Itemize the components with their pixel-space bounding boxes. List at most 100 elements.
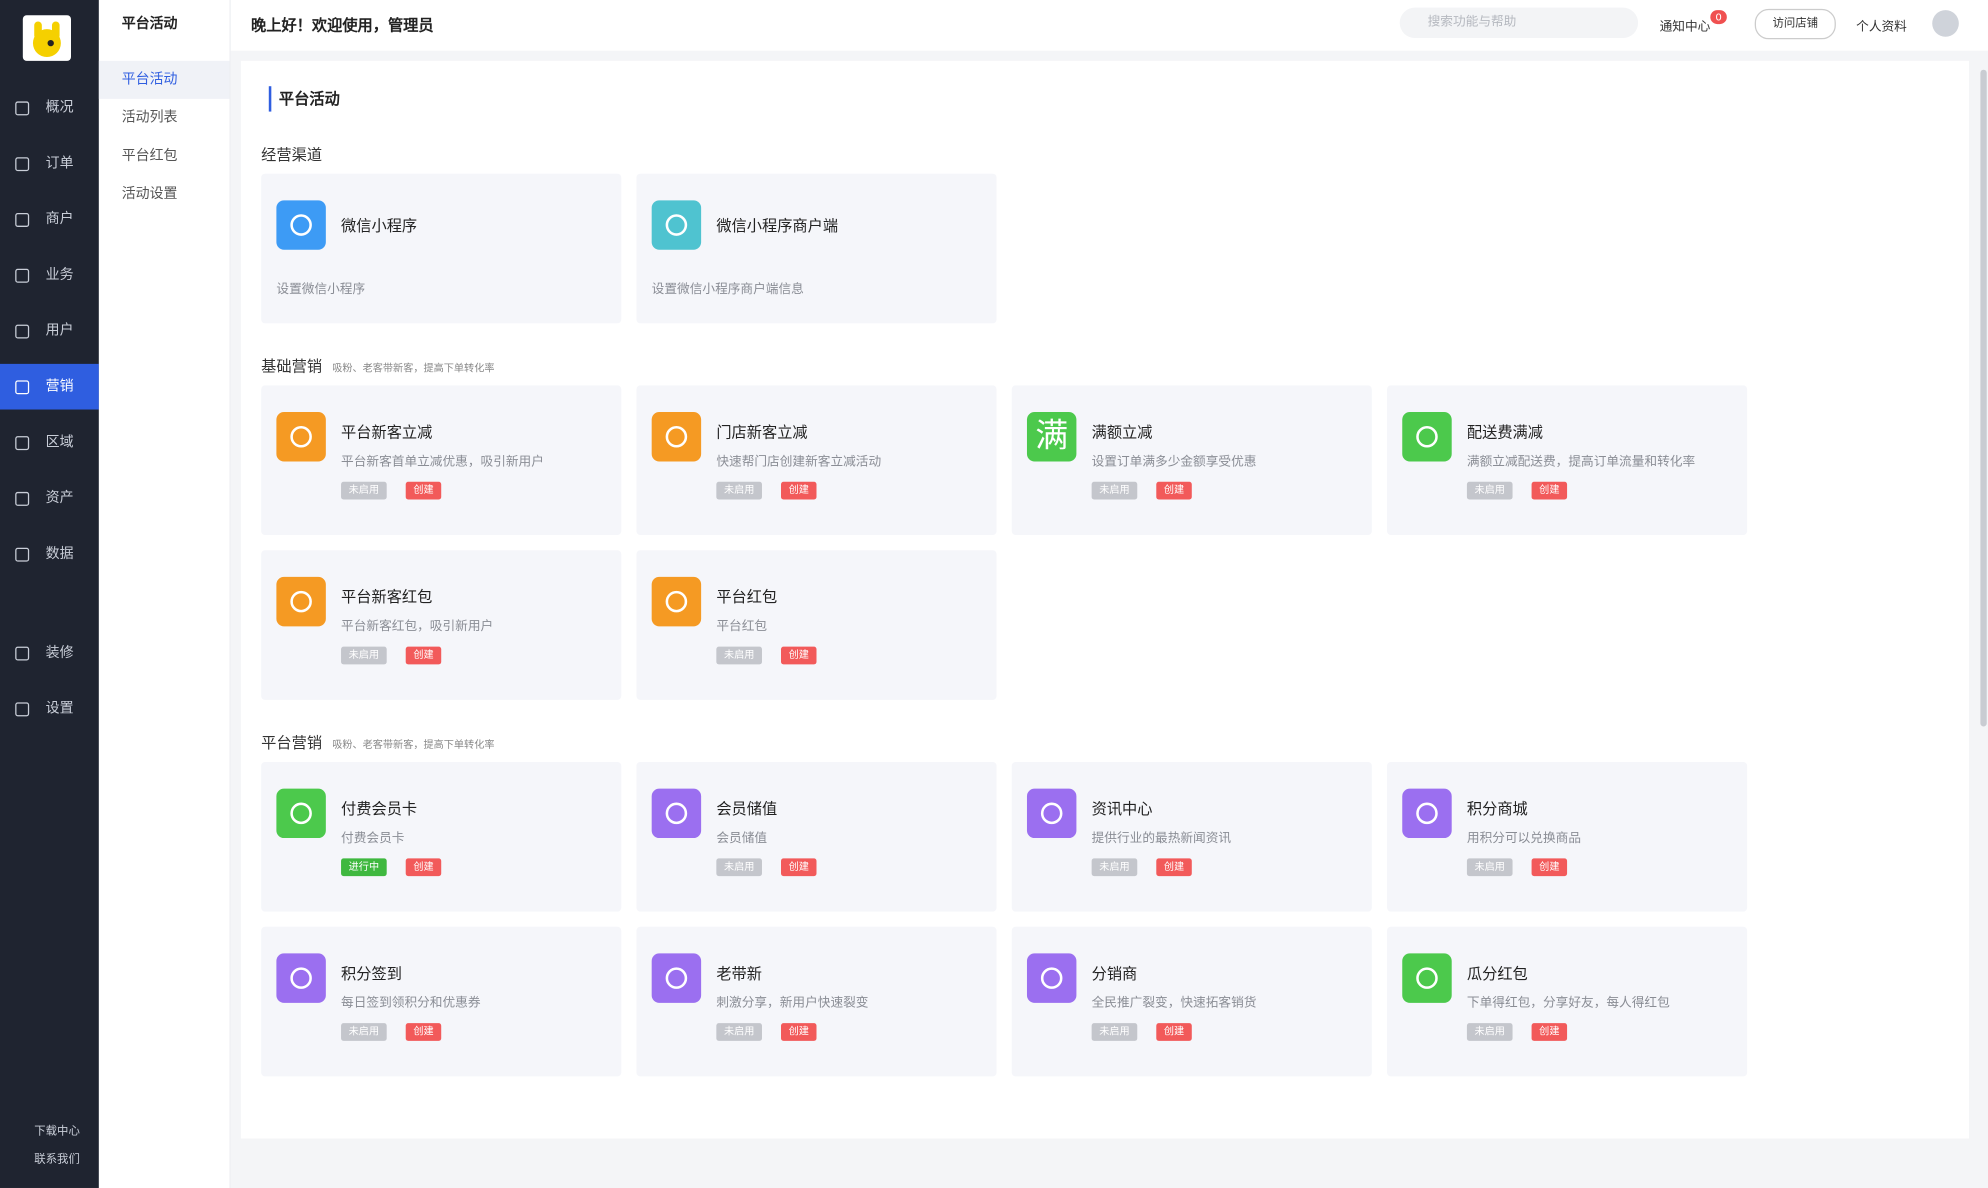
feature-card[interactable]: 平台新客立减 平台新客首单立减优惠，吸引新用户 未启用 创建 <box>261 385 622 536</box>
create-button[interactable]: 创建 <box>405 1023 442 1041</box>
nav-item[interactable]: 数据 <box>0 531 99 577</box>
status-tag: 未启用 <box>716 858 762 877</box>
content: 平台活动经营渠道微信小程序 设置微信小程序 微信小程序商户端 设置微信小程序商户端信息… <box>240 60 1969 1139</box>
feature-card[interactable]: 平台红包 平台红包 未启用 创建 <box>636 550 997 700</box>
profile-link[interactable]: 个人资料 <box>1856 20 1907 35</box>
status-tag: 未启用 <box>1091 858 1138 877</box>
sub-nav-item[interactable]: 活动列表 <box>121 109 178 126</box>
create-button[interactable]: 创建 <box>1531 1023 1568 1041</box>
card-icon <box>1026 788 1077 839</box>
section-title-text: 经营渠道 <box>261 145 323 164</box>
feature-card[interactable]: 积分商城 用积分可以兑换商品 未启用 创建 <box>1387 761 1748 912</box>
nav-label: 业务 <box>45 266 74 283</box>
feature-card[interactable]: 会员储值 会员储值 未启用 创建 <box>636 761 997 912</box>
card-title: 门店新客立减 <box>716 423 808 442</box>
nav-label: 区域 <box>45 433 74 451</box>
feature-card[interactable]: 付费会员卡 付费会员卡 进行中 创建 <box>261 761 622 912</box>
section-subtitle: 吸粉、老客带新客，提高下单转化率 <box>332 362 495 375</box>
card-icon <box>1402 788 1452 839</box>
feature-card[interactable]: 满满额立减 设置订单满多少金额享受优惠 未启用 创建 <box>1011 385 1372 536</box>
sub-nav-item[interactable]: 平台红包 <box>121 147 178 164</box>
nav-icon <box>15 646 30 661</box>
section-subtitle: 吸粉、老客带新客，提高下单转化率 <box>332 739 495 751</box>
status-tag: 未启用 <box>1466 1023 1513 1041</box>
sub-nav-item[interactable]: 活动设置 <box>121 185 178 202</box>
nav-item[interactable]: 订单 <box>0 141 99 187</box>
create-button[interactable]: 创建 <box>781 858 817 877</box>
logo <box>22 15 72 61</box>
feature-card[interactable]: 瓜分红包 下单得红包，分享好友，每人得红包 未启用 创建 <box>1387 926 1748 1077</box>
create-button[interactable]: 创建 <box>1531 858 1568 877</box>
icon-glyph <box>290 426 312 448</box>
nav-item[interactable]: 资产 <box>0 475 99 521</box>
create-button[interactable]: 创建 <box>781 646 817 665</box>
card-desc: 平台新客首单立减优惠，吸引新用户 <box>341 455 544 470</box>
icon-glyph <box>290 590 312 613</box>
search-box[interactable]: 搜索功能与帮助 <box>1399 7 1639 39</box>
create-button[interactable]: 创建 <box>781 481 817 500</box>
card-desc: 每日签到领积分和优惠券 <box>341 996 481 1011</box>
bottom-link[interactable]: 联系我们 <box>34 1153 80 1167</box>
nav-icon <box>15 380 30 395</box>
scrollbar[interactable] <box>1980 69 1987 727</box>
visit-button[interactable]: 访问店铺 <box>1754 8 1836 40</box>
card-title: 会员储值 <box>716 800 778 818</box>
nav-icon <box>15 268 30 283</box>
notify-link[interactable]: 通知中心 <box>1659 20 1711 35</box>
create-button[interactable]: 创建 <box>405 481 442 500</box>
icon-glyph <box>1416 967 1438 989</box>
card-desc: 全民推广裂变，快速拓客销货 <box>1091 996 1257 1011</box>
card-title: 积分签到 <box>341 964 402 983</box>
feature-card[interactable]: 配送费满减 满额立减配送费，提高订单流量和转化率 未启用 创建 <box>1387 385 1748 536</box>
card-icon <box>1026 953 1077 1003</box>
feature-card[interactable]: 微信小程序商户端 设置微信小程序商户端信息 <box>636 173 997 324</box>
status-tag: 未启用 <box>1466 481 1513 500</box>
nav-item[interactable]: 概况 <box>0 85 99 131</box>
create-button[interactable]: 创建 <box>781 1023 817 1041</box>
sidebar: 概况订单商户业务用户营销区域资产数据装修设置下载中心联系我们 <box>0 0 99 1188</box>
card-icon <box>651 788 702 839</box>
nav-icon <box>15 213 30 227</box>
feature-card[interactable]: 资讯中心 提供行业的最热新闻资讯 未启用 创建 <box>1011 761 1372 912</box>
card-title: 平台新客立减 <box>341 423 433 442</box>
icon-glyph <box>290 967 312 989</box>
card-desc: 设置订单满多少金额享受优惠 <box>1091 455 1257 470</box>
create-button[interactable]: 创建 <box>1531 481 1568 500</box>
nav-item[interactable]: 设置 <box>0 686 99 732</box>
page-title: 平台活动 <box>268 86 1969 112</box>
card-icon <box>1402 412 1452 462</box>
nav-item[interactable]: 用户 <box>0 308 99 354</box>
feature-card[interactable]: 平台新客红包 平台新客红包，吸引新用户 未启用 创建 <box>261 550 622 700</box>
card-grid: 平台新客立减 平台新客首单立减优惠，吸引新用户 未启用 创建 门店新客立减 快速帮门店创建… <box>261 385 1770 700</box>
nav-item[interactable]: 区域 <box>0 420 99 466</box>
nav-label: 数据 <box>45 545 74 562</box>
feature-card[interactable]: 微信小程序 设置微信小程序 <box>261 173 622 324</box>
feature-card[interactable]: 分销商 全民推广裂变，快速拓客销货 未启用 创建 <box>1011 926 1372 1077</box>
create-button[interactable]: 创建 <box>1156 1023 1192 1041</box>
nav-item[interactable]: 业务 <box>0 252 99 298</box>
card-title: 微信小程序 <box>341 216 418 235</box>
nav-label: 营销 <box>45 377 74 395</box>
sub-nav: 平台活动 平台活动 活动列表 平台红包 活动设置 <box>98 0 231 1188</box>
nav-item[interactable]: 装修 <box>0 630 99 676</box>
create-button[interactable]: 创建 <box>405 858 442 877</box>
feature-card[interactable]: 老带新 刺激分享，新用户快速裂变 未启用 创建 <box>636 926 997 1077</box>
icon-glyph <box>665 802 688 825</box>
status-tag: 进行中 <box>341 858 387 877</box>
create-button[interactable]: 创建 <box>405 646 442 665</box>
bottom-link[interactable]: 下载中心 <box>34 1125 80 1139</box>
feature-card[interactable]: 积分签到 每日签到领积分和优惠券 未启用 创建 <box>261 926 622 1077</box>
create-button[interactable]: 创建 <box>1156 858 1192 877</box>
nav-icon <box>15 324 30 339</box>
card-title: 付费会员卡 <box>341 800 418 818</box>
status-tag: 未启用 <box>716 1023 762 1041</box>
status-tag: 未启用 <box>716 646 762 665</box>
feature-card[interactable]: 门店新客立减 快速帮门店创建新客立减活动 未启用 创建 <box>636 385 997 536</box>
nav-item[interactable]: 营销 <box>0 363 99 410</box>
sub-nav-item[interactable]: 平台活动 <box>98 60 230 99</box>
avatar[interactable] <box>1932 10 1959 37</box>
nav-item[interactable]: 商户 <box>0 197 99 243</box>
create-button[interactable]: 创建 <box>1156 481 1192 500</box>
nav-label: 订单 <box>45 154 74 172</box>
